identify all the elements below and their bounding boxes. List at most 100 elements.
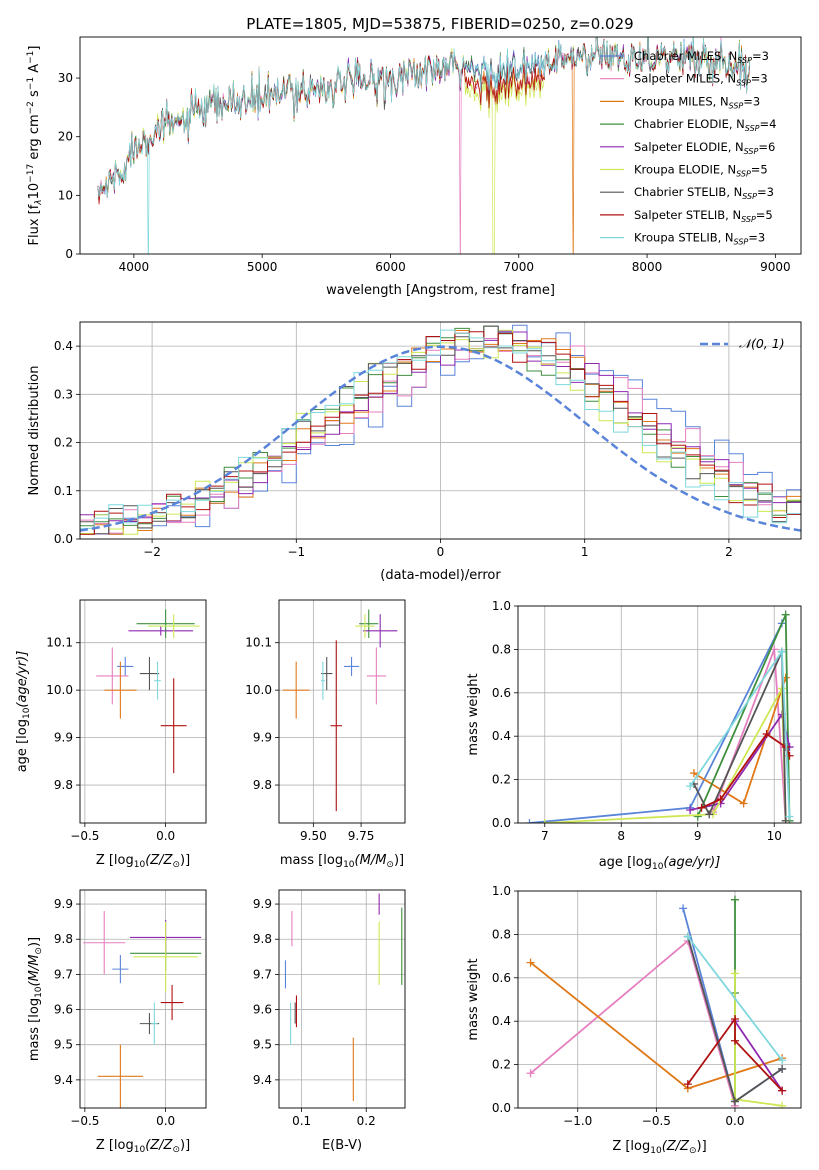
ebv_mass-ytick-label: 9.6 — [253, 1003, 272, 1017]
mass_age-ytick-label: 9.9 — [253, 731, 272, 745]
figure-title: PLATE=1805, MJD=53875, FIBERID=0250, z=0… — [246, 15, 633, 33]
spectrum-axes: 4000 5000 6000 7000 8000 9000 0 10 20 30 — [58, 71, 791, 274]
weights_age-ytick-label: 1.0 — [492, 599, 511, 613]
weights_age-marker — [781, 816, 790, 823]
weights_z-line — [687, 936, 783, 1061]
mass_age-xlabel: mass [log10(M/M⊙)] — [280, 853, 404, 870]
spectrum-xtick-label: 9000 — [760, 260, 791, 274]
weights_z-line — [530, 939, 736, 1107]
z_mass-xtick-label: 0.0 — [156, 1114, 175, 1128]
weights_age-ytick-label: 0.2 — [492, 773, 511, 787]
z_mass-ytick-label: 9.4 — [54, 1073, 73, 1087]
mass_age-points — [282, 609, 398, 812]
weights_age-line — [544, 685, 787, 823]
spectrum-xtick-label: 5000 — [247, 260, 278, 274]
z_age-ytick-label: 9.8 — [54, 778, 73, 792]
ebv_mass-xtick-label: 0.2 — [357, 1114, 376, 1128]
legend-label: Salpeter ELODIE, NSSP=6 — [634, 140, 775, 156]
weights_z-marker — [730, 1097, 739, 1106]
gaussian-curve — [80, 345, 801, 532]
weights_age-marker — [686, 805, 695, 814]
gaussian-legend-label: 𝒩(0, 1) — [739, 336, 785, 351]
legend-label: Kroupa STELIB, NSSP=3 — [634, 231, 765, 247]
ebv_mass-ytick-label: 9.8 — [253, 932, 272, 946]
weights_age-frame — [517, 605, 802, 824]
weights_z-marker — [683, 1080, 692, 1089]
weights_z-axes: −1.0 −0.5 0.0 0.0 0.2 0.4 0.6 0.8 1.0 — [492, 884, 801, 1128]
weights_z-ytick-label: 0.8 — [492, 927, 511, 941]
z_age-frame — [79, 599, 207, 824]
weights_age-series — [525, 610, 794, 823]
weights_z-marker — [778, 1086, 787, 1095]
z_mass-ytick-label: 9.7 — [54, 967, 73, 981]
spectrum-legend: Chabrier MILES, NSSP=3 Salpeter MILES, NS… — [600, 49, 776, 247]
weights_age-marker — [739, 799, 748, 808]
weights_z-xlabel: Z [log10(Z/Z⊙)] — [612, 1139, 706, 1156]
z_mass-ytick-label: 9.8 — [54, 932, 73, 946]
residuals-xtick-label: −1 — [287, 545, 305, 559]
mass_age-ytick-label: 10.0 — [245, 683, 272, 697]
spectrum-ylabel: Flux [fλ10−17 erg cm−2 s−1 A−1] — [26, 46, 44, 246]
residuals-histogram-step — [80, 329, 801, 535]
weights_age-xlabel: age [log10(age/yr)] — [599, 855, 721, 872]
weights_age-ytick-label: 0.0 — [492, 816, 511, 830]
weights_age-marker — [686, 782, 695, 791]
residuals-ytick-label: 0.1 — [54, 484, 73, 498]
weights_z-xtick-label: −1.0 — [563, 1114, 592, 1128]
residuals-axes: −2 −1 0 1 2 0.0 0.1 0.2 0.3 0.4 — [54, 322, 801, 559]
weights_z-marker — [778, 1101, 787, 1108]
weights_age-marker — [540, 819, 549, 823]
weights_age-marker — [697, 803, 706, 812]
weights_age-ytick-label: 0.6 — [492, 686, 511, 700]
weights_z-ytick-label: 0.6 — [492, 971, 511, 985]
spectrum-xtick-label: 7000 — [503, 260, 534, 274]
weights_age-xtick-label: 9 — [694, 829, 702, 843]
ebv_mass-ytick-label: 9.9 — [253, 897, 272, 911]
weights_age-ylabel: mass weight — [466, 673, 481, 755]
weights_z-line — [682, 908, 783, 1103]
z_mass-points — [83, 911, 202, 1108]
residuals-xtick-label: −2 — [143, 545, 161, 559]
weights_z-marker — [730, 1036, 739, 1045]
weights_z-marker — [683, 932, 692, 941]
weights_age-ytick-label: 0.8 — [492, 642, 511, 656]
weights_z-xtick-label: −0.5 — [642, 1114, 671, 1128]
z_age-ytick-label: 10.1 — [46, 636, 73, 650]
residuals-ytick-label: 0.2 — [54, 436, 73, 450]
weights_age-marker — [693, 812, 702, 821]
mass_age-xtick-label: 9.50 — [300, 829, 327, 843]
z_mass-ylabel: mass [log10(M/M⊙)] — [27, 937, 44, 1061]
residuals-ytick-label: 0.4 — [54, 339, 73, 353]
residuals-ytick-label: 0.0 — [54, 532, 73, 546]
weights_z-marker — [730, 1015, 739, 1024]
weights_age-marker — [525, 819, 534, 823]
weights_age-marker — [777, 647, 786, 656]
z_age-points — [96, 609, 200, 774]
legend-label: Chabrier ELODIE, NSSP=4 — [634, 117, 776, 133]
weights_z-xtick-label: 0.0 — [725, 1114, 744, 1128]
ebv_mass-points — [284, 893, 403, 1101]
spectrum-frame — [79, 36, 802, 255]
z_mass-axes: −0.5 0.0 9.4 9.5 9.6 9.7 9.8 9.9 — [54, 890, 206, 1128]
z_age-ytick-label: 10.0 — [46, 683, 73, 697]
mass_age-axes: 9.50 9.75 9.8 9.9 10.0 10.1 — [245, 600, 405, 843]
mass_age-xtick-label: 9.75 — [348, 829, 375, 843]
ebv_mass-xtick-label: 0.1 — [292, 1114, 311, 1128]
spectrum-ytick-label: 0 — [65, 247, 73, 261]
weights_z-marker — [778, 1056, 787, 1065]
weights_age-marker — [762, 730, 771, 739]
mass_age-ytick-label: 10.1 — [245, 636, 272, 650]
ebv_mass-axes: 0.1 0.2 9.4 9.5 9.6 9.7 9.8 9.9 — [253, 890, 405, 1128]
ebv_mass-xlabel: E(B-V) — [322, 1138, 362, 1153]
spectrum-xtick-label: 6000 — [375, 260, 406, 274]
weights_z-marker — [730, 969, 739, 978]
z_mass-frame — [79, 889, 207, 1109]
residuals-xlabel: (data-model)/error — [380, 568, 501, 583]
mass_age-ytick-label: 9.8 — [253, 778, 272, 792]
residuals-ylabel: Normed distribution — [27, 366, 42, 496]
residuals-histograms — [80, 324, 801, 535]
z_mass-xlabel: Z [log10(Z/Z⊙)] — [96, 1138, 190, 1155]
legend-label: Salpeter MILES, NSSP=3 — [634, 72, 768, 88]
residuals-xtick-label: 2 — [725, 545, 733, 559]
weights_age-line — [529, 622, 783, 823]
